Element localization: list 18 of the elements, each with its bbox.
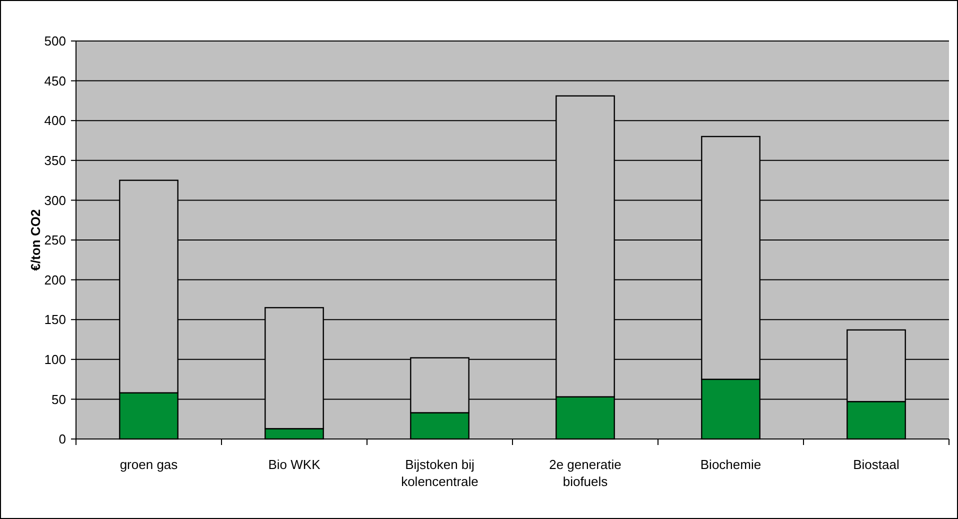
y-tick-label: 100 [44,352,66,367]
x-tick-label: Biostaal [853,457,900,472]
x-tick-label: 2e generatie biofuels [549,457,622,489]
x-tick-label: groen gas [120,457,178,472]
y-tick-label: 450 [44,73,66,88]
y-tick-label: 50 [52,392,66,407]
y-tick-label: 200 [44,272,66,288]
y-tick-label: 0 [58,432,66,447]
y-tick-label: 300 [44,192,66,208]
y-tick-label: 350 [44,152,66,168]
x-tick-label: Bio WKK [268,457,321,472]
y-tick-label: 150 [44,312,66,328]
y-axis-title: €/ton CO2 [28,209,43,271]
y-tick-label: 500 [44,34,66,49]
y-tick-label: 250 [44,232,66,248]
y-tick-label: 400 [44,113,66,128]
x-tick-label: Biochemie [700,457,762,472]
x-tick-label: Bijstoken bij kolencentrale [401,457,478,489]
